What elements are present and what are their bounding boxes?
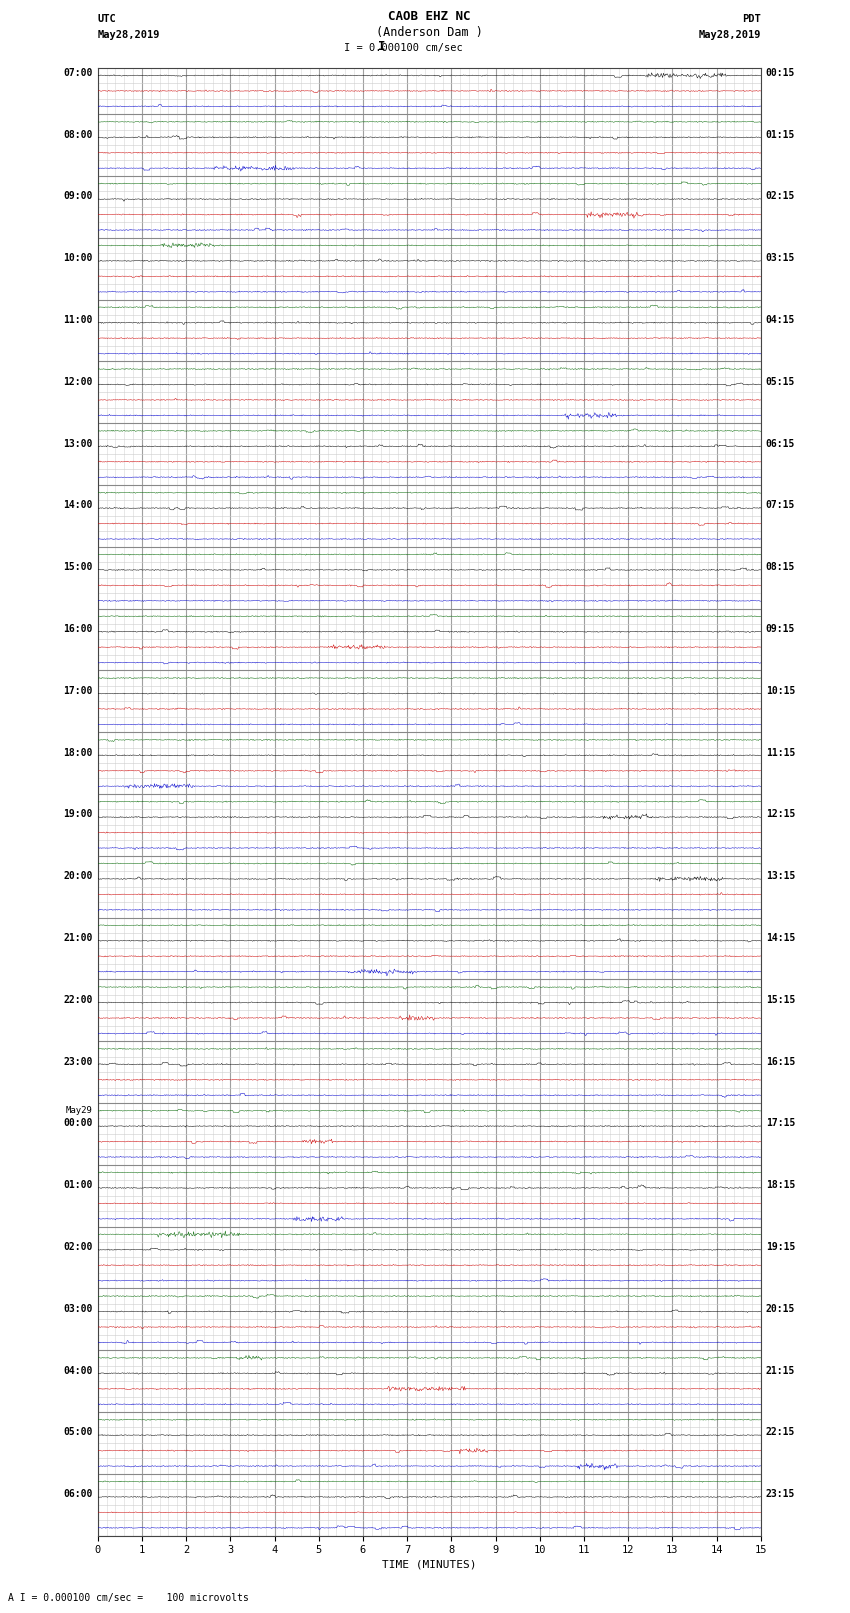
Text: 21:15: 21:15 (766, 1366, 796, 1376)
Text: 01:00: 01:00 (63, 1181, 93, 1190)
Text: 13:15: 13:15 (766, 871, 796, 881)
Text: 07:15: 07:15 (766, 500, 796, 510)
Text: 06:15: 06:15 (766, 439, 796, 448)
Text: 22:15: 22:15 (766, 1428, 796, 1437)
Text: 19:00: 19:00 (63, 810, 93, 819)
Text: 14:00: 14:00 (63, 500, 93, 510)
Text: 00:00: 00:00 (63, 1118, 93, 1129)
Text: May28,2019: May28,2019 (698, 31, 761, 40)
Text: (Anderson Dam ): (Anderson Dam ) (376, 26, 483, 39)
Text: 16:15: 16:15 (766, 1057, 796, 1066)
Text: 15:00: 15:00 (63, 563, 93, 573)
Text: 09:15: 09:15 (766, 624, 796, 634)
Text: 05:15: 05:15 (766, 377, 796, 387)
Text: 20:15: 20:15 (766, 1303, 796, 1315)
Text: UTC: UTC (98, 15, 116, 24)
Text: 03:15: 03:15 (766, 253, 796, 263)
Text: 14:15: 14:15 (766, 932, 796, 944)
Text: 11:00: 11:00 (63, 315, 93, 324)
Text: 06:00: 06:00 (63, 1489, 93, 1498)
Text: 20:00: 20:00 (63, 871, 93, 881)
Text: 18:15: 18:15 (766, 1181, 796, 1190)
Text: 22:00: 22:00 (63, 995, 93, 1005)
Text: May28,2019: May28,2019 (98, 31, 161, 40)
Text: 04:00: 04:00 (63, 1366, 93, 1376)
Text: 07:00: 07:00 (63, 68, 93, 77)
Text: I: I (378, 40, 385, 53)
Text: PDT: PDT (742, 15, 761, 24)
Text: 12:15: 12:15 (766, 810, 796, 819)
Text: 00:15: 00:15 (766, 68, 796, 77)
Text: 10:15: 10:15 (766, 686, 796, 695)
Text: CAOB EHZ NC: CAOB EHZ NC (388, 10, 471, 23)
Text: A I = 0.000100 cm/sec =    100 microvolts: A I = 0.000100 cm/sec = 100 microvolts (8, 1594, 249, 1603)
Text: 02:00: 02:00 (63, 1242, 93, 1252)
Text: 13:00: 13:00 (63, 439, 93, 448)
Text: 04:15: 04:15 (766, 315, 796, 324)
Text: 17:15: 17:15 (766, 1118, 796, 1129)
Text: 01:15: 01:15 (766, 129, 796, 140)
Text: 02:15: 02:15 (766, 192, 796, 202)
Text: 09:00: 09:00 (63, 192, 93, 202)
Text: 23:00: 23:00 (63, 1057, 93, 1066)
Text: 19:15: 19:15 (766, 1242, 796, 1252)
Text: 08:00: 08:00 (63, 129, 93, 140)
Text: 21:00: 21:00 (63, 932, 93, 944)
Text: 08:15: 08:15 (766, 563, 796, 573)
Text: 16:00: 16:00 (63, 624, 93, 634)
Text: 05:00: 05:00 (63, 1428, 93, 1437)
Text: 12:00: 12:00 (63, 377, 93, 387)
Text: 23:15: 23:15 (766, 1489, 796, 1498)
Text: 03:00: 03:00 (63, 1303, 93, 1315)
Text: 11:15: 11:15 (766, 747, 796, 758)
Text: 17:00: 17:00 (63, 686, 93, 695)
Text: 18:00: 18:00 (63, 747, 93, 758)
Text: I = 0.000100 cm/sec: I = 0.000100 cm/sec (344, 44, 463, 53)
Text: 10:00: 10:00 (63, 253, 93, 263)
Text: May29: May29 (65, 1107, 93, 1115)
X-axis label: TIME (MINUTES): TIME (MINUTES) (382, 1560, 477, 1569)
Text: 15:15: 15:15 (766, 995, 796, 1005)
